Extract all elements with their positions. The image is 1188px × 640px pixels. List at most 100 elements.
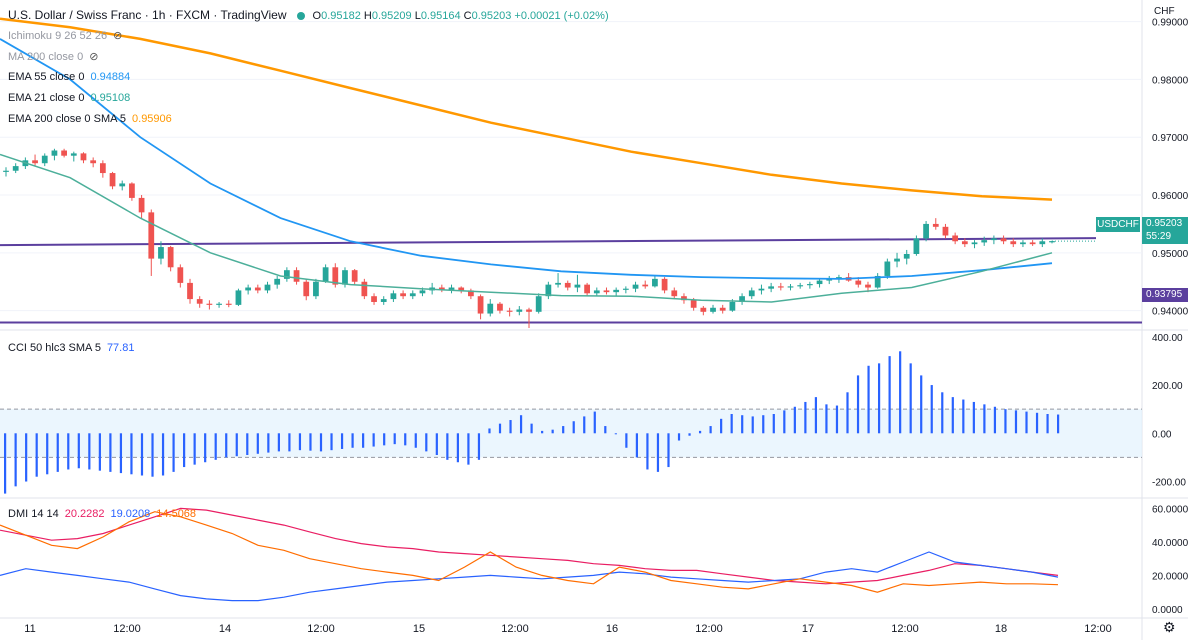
cci-bar — [140, 433, 144, 476]
cci-bar — [698, 430, 702, 434]
candle-body — [497, 303, 503, 311]
cci-bar — [741, 415, 744, 434]
cci-bar — [446, 433, 449, 460]
candle-body — [245, 287, 252, 291]
ohlc-readout: O0.95182 H0.95209 L0.95164 C0.95203 +0.0… — [312, 10, 609, 22]
candle-body — [613, 289, 620, 293]
cci-bar — [814, 397, 818, 434]
cci-tick-label: 400.00 — [1152, 333, 1183, 344]
cci-bar — [888, 356, 891, 434]
cci-bar — [362, 433, 365, 448]
dmi-tick-label: 40.0000 — [1152, 538, 1188, 549]
indicator-ma200[interactable]: MA 200 close 0 ⊘ — [8, 51, 99, 63]
candle-body — [332, 267, 339, 285]
cci-bar — [256, 433, 259, 454]
cci-bar — [720, 418, 723, 434]
candle-body — [690, 300, 697, 308]
time-tick-label: 12:00 — [501, 623, 529, 635]
candle-body — [32, 160, 38, 164]
cci-bar — [204, 433, 207, 463]
cci-bar — [972, 401, 975, 434]
indicator-ema55[interactable]: EMA 55 close 0 0.94884 — [8, 71, 131, 83]
cci-bar — [993, 406, 997, 434]
cci-bar — [35, 433, 38, 477]
time-tick-label: 16 — [606, 623, 618, 635]
cci-bar — [130, 433, 133, 475]
time-tick-label: 15 — [413, 623, 425, 635]
cci-bar — [1046, 414, 1049, 434]
candle-body — [342, 270, 348, 285]
candle-body — [438, 287, 445, 290]
indicator-ichimoku[interactable]: Ichimoku 9 26 52 26 ⊘ — [8, 30, 123, 42]
dmi-legend[interactable]: DMI 14 14 20.2282 19.0208 14.5068 — [8, 508, 197, 520]
cci-bar — [614, 433, 617, 435]
cci-bar — [1057, 414, 1060, 434]
cci-bar — [456, 433, 459, 463]
cci-bar — [435, 433, 438, 455]
cci-bar — [583, 416, 586, 434]
symbol-title: U.S. Dollar / Swiss Franc · 1h · FXCM · … — [8, 8, 287, 22]
cci-bar — [4, 433, 7, 494]
dmi-plus-line — [0, 507, 1059, 585]
hidden-eye-icon[interactable]: ⊘ — [89, 51, 99, 63]
candle-body — [458, 287, 465, 291]
cci-bar — [498, 423, 502, 434]
candle-body — [748, 290, 755, 297]
cci-bar — [404, 433, 407, 446]
candle-body — [787, 286, 794, 288]
time-tick-label: 17 — [802, 623, 814, 635]
cci-bar — [246, 433, 249, 455]
candle-body — [70, 153, 77, 156]
ema200-line — [0, 17, 1053, 201]
cci-bar — [309, 433, 312, 451]
cci-bar — [214, 433, 217, 460]
currency-label[interactable]: CHF — [1154, 6, 1175, 17]
cci-legend[interactable]: CCI 50 hlc3 SMA 5 77.81 — [8, 342, 135, 354]
candle-body — [487, 303, 494, 314]
hidden-eye-icon[interactable]: ⊘ — [113, 30, 123, 42]
candle-body — [652, 278, 658, 287]
time-tick-label: 18 — [995, 623, 1007, 635]
cci-bar — [751, 416, 754, 434]
cci-bar — [941, 392, 944, 434]
settings-gear-icon[interactable]: ⚙ — [1163, 619, 1176, 635]
cci-bar — [730, 414, 733, 434]
candle-body — [371, 296, 377, 302]
cci-bar — [1014, 410, 1018, 434]
price-tick-label: 0.95000 — [1152, 249, 1188, 260]
candle-body — [225, 303, 232, 305]
cci-bar — [909, 363, 912, 434]
cci-bar — [604, 426, 607, 434]
cci-bar — [372, 433, 375, 447]
cci-bar — [14, 433, 17, 487]
candle-body — [1029, 242, 1036, 245]
candle-body — [254, 287, 261, 291]
candle-body — [593, 290, 600, 294]
indicator-ema21[interactable]: EMA 21 close 0 0.95108 — [8, 92, 131, 104]
candle-body — [1049, 241, 1055, 243]
candle-body — [632, 284, 639, 289]
cci-bar — [56, 433, 59, 472]
indicator-ema200[interactable]: EMA 200 close 0 SMA 5 0.95906 — [8, 113, 172, 125]
candle-body — [913, 238, 920, 254]
candle-body — [148, 212, 155, 259]
candle-body — [961, 241, 968, 245]
cci-bar — [288, 433, 291, 452]
market-status-icon — [296, 11, 305, 20]
candle-body — [235, 290, 242, 305]
candle-body — [603, 290, 610, 293]
cci-bar — [88, 433, 91, 470]
cci-bar — [161, 433, 165, 476]
candle-body — [884, 261, 891, 276]
candle-body — [303, 281, 310, 297]
adx-line — [0, 511, 1059, 593]
cci-bar — [25, 433, 28, 482]
candle-body — [564, 282, 571, 288]
candle-body — [109, 173, 116, 187]
candle-body — [574, 284, 581, 288]
candle-body — [991, 238, 997, 241]
dmi-minus-line — [0, 551, 1059, 602]
price-tick-label: 0.98000 — [1152, 75, 1188, 86]
candle-body — [400, 293, 406, 297]
candle-body — [419, 290, 426, 294]
